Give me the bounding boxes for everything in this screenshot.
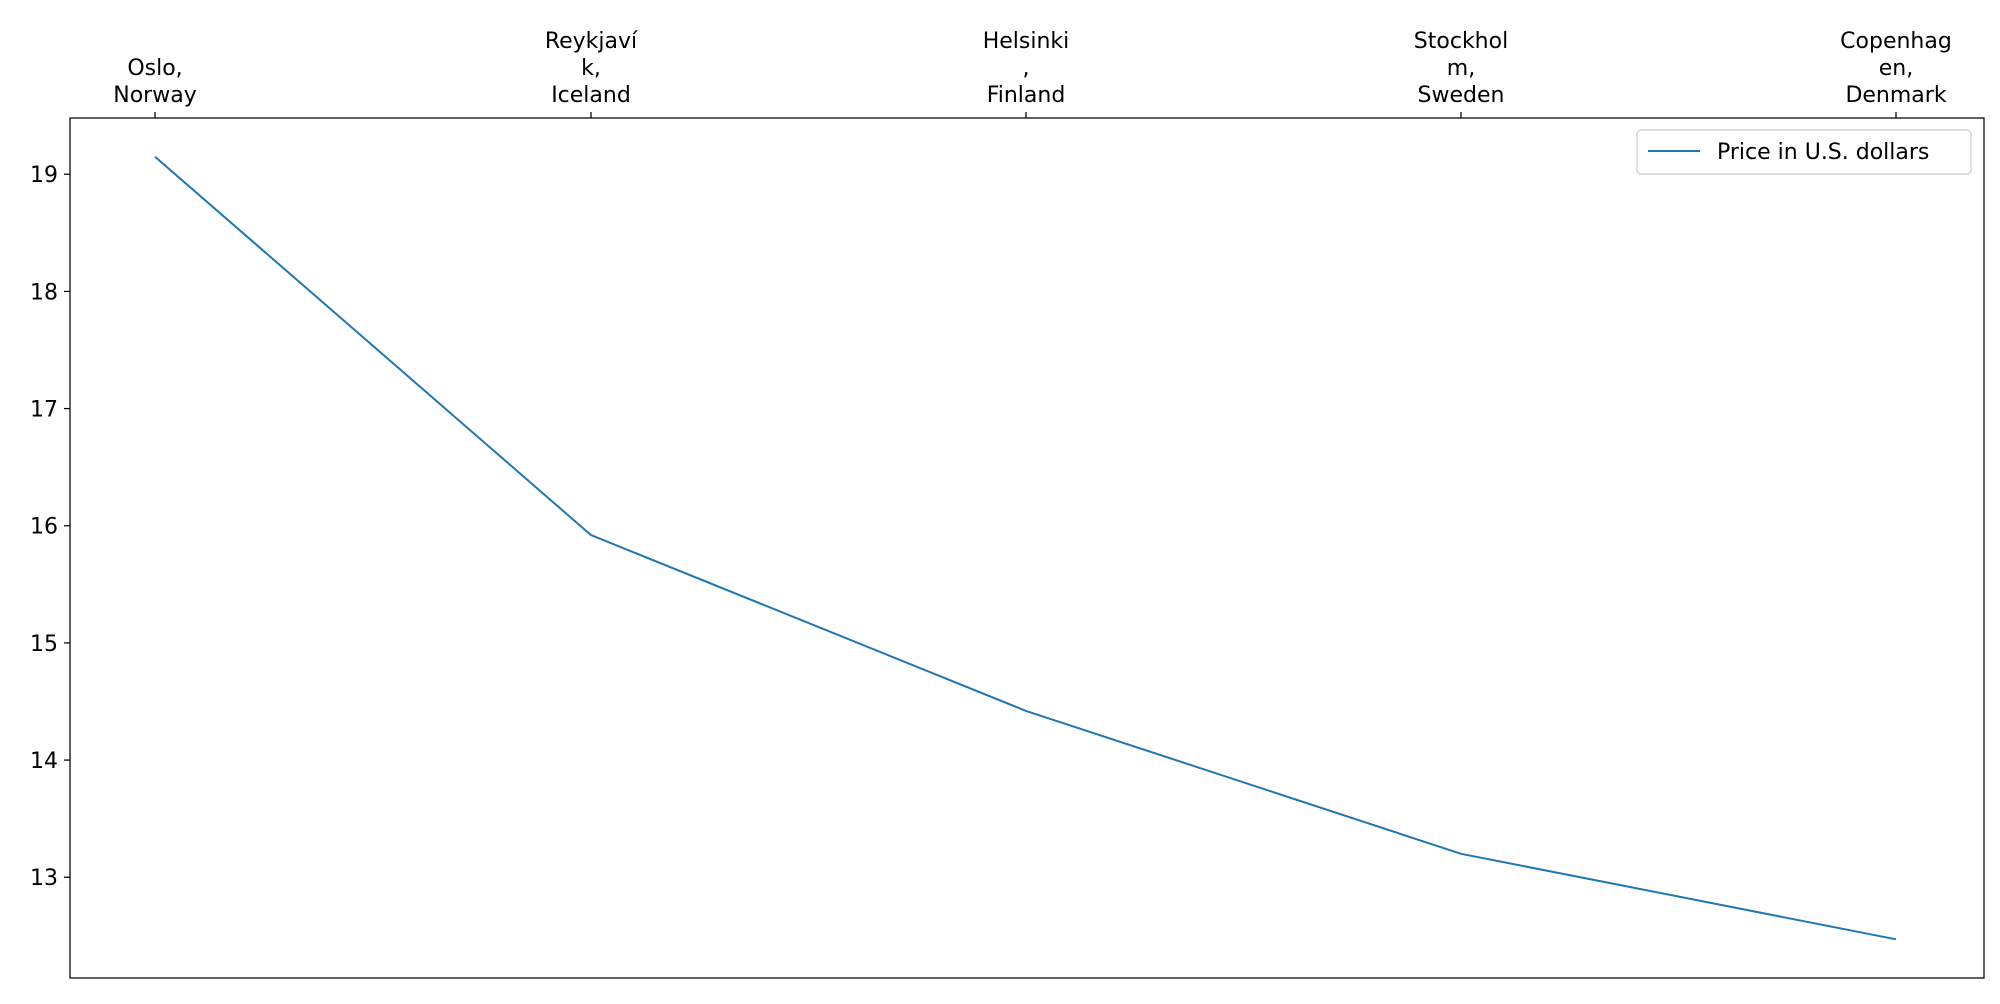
plot-area bbox=[70, 118, 1984, 978]
x-tick-label-line: Copenhag bbox=[1840, 29, 1952, 54]
x-tick-label-line: Denmark bbox=[1845, 83, 1946, 108]
y-tick-label: 15 bbox=[30, 632, 58, 657]
legend-label: Price in U.S. dollars bbox=[1717, 140, 1929, 165]
x-tick-label-line: , bbox=[1023, 56, 1030, 81]
y-tick-label: 13 bbox=[30, 866, 58, 891]
x-tick-label-line: Oslo, bbox=[127, 56, 182, 81]
x-tick-label-line: k, bbox=[581, 56, 601, 81]
x-tick-label-line: Reykjaví bbox=[545, 29, 638, 54]
y-tick-label: 14 bbox=[30, 749, 58, 774]
x-tick-label: Helsinki,Finland bbox=[983, 29, 1070, 108]
y-tick-label: 19 bbox=[30, 163, 58, 188]
x-tick-label-line: en, bbox=[1879, 56, 1913, 81]
x-tick-label: Oslo,Norway bbox=[113, 56, 196, 108]
y-tick-label: 17 bbox=[30, 398, 58, 423]
y-tick-label: 16 bbox=[30, 515, 58, 540]
y-axis-ticks: 13 14 15 16 17 18 19 bbox=[30, 163, 70, 891]
x-tick-label-line: Finland bbox=[987, 83, 1066, 108]
x-tick-label-line: Stockhol bbox=[1414, 29, 1508, 54]
x-tick-label-line: Iceland bbox=[551, 83, 631, 108]
x-tick-label-line: m, bbox=[1447, 56, 1475, 81]
x-tick-label-line: Helsinki bbox=[983, 29, 1070, 54]
x-tick-label-line: Norway bbox=[113, 83, 196, 108]
x-tick-label-line: Sweden bbox=[1418, 83, 1505, 108]
legend: Price in U.S. dollars bbox=[1637, 130, 1971, 174]
y-tick-label: 18 bbox=[30, 280, 58, 305]
